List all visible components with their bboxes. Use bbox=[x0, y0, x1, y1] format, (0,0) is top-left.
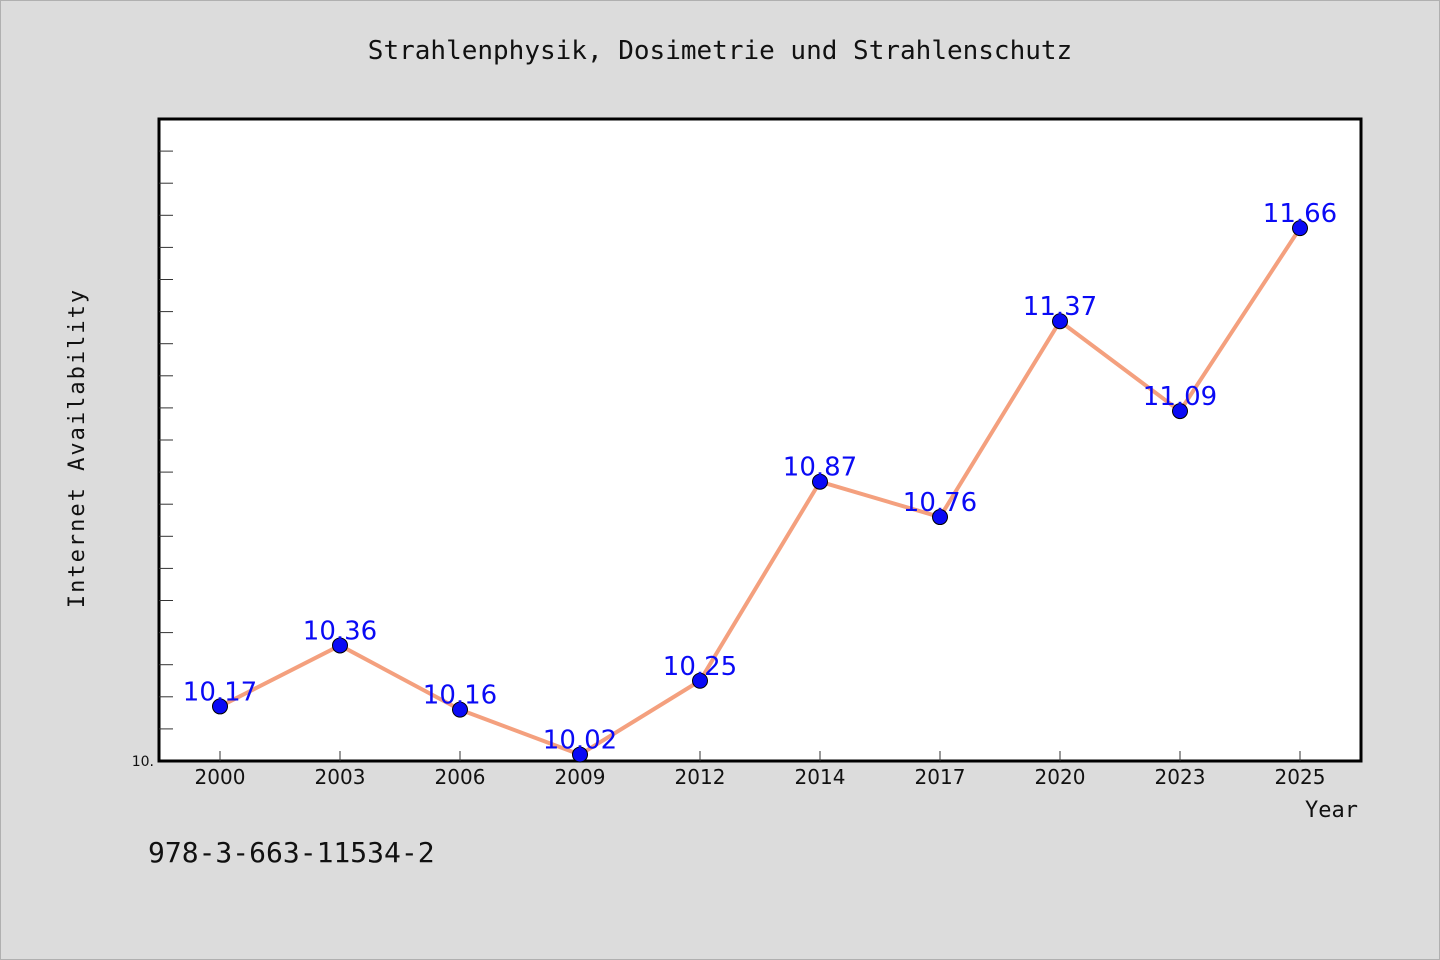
data-label: 11.66 bbox=[1263, 199, 1337, 229]
data-label: 10.17 bbox=[183, 677, 257, 707]
x-axis-ticks: 2000 2003 2006 2009 2012 2014 2017 2020 2023 2025 bbox=[195, 751, 1326, 789]
series-markers bbox=[212, 220, 1308, 763]
data-label: 10.16 bbox=[423, 681, 497, 711]
x-tick-label: 2012 bbox=[675, 765, 726, 789]
x-tick-label: 2025 bbox=[1275, 765, 1326, 789]
data-label: 11.09 bbox=[1143, 382, 1217, 412]
x-tick-label: 2014 bbox=[795, 765, 846, 789]
data-point bbox=[692, 672, 708, 689]
data-labels: 10.17 10.36 10.16 10.02 10.25 10.87 10.76 11.37… bbox=[183, 199, 1337, 755]
chart-title: Strahlenphysik, Dosimetrie und Strahlens… bbox=[367, 36, 1073, 66]
data-label: 10.87 bbox=[783, 453, 857, 483]
x-tick-label: 2000 bbox=[195, 765, 246, 789]
data-point bbox=[812, 473, 828, 490]
data-label: 10.76 bbox=[903, 488, 977, 518]
y-axis-label: Internet Availability bbox=[65, 288, 90, 608]
data-label: 10.25 bbox=[663, 652, 737, 682]
series-line bbox=[219, 227, 1302, 757]
x-tick-label: 2020 bbox=[1035, 765, 1086, 789]
data-point bbox=[1292, 220, 1308, 237]
x-tick-label: 2009 bbox=[555, 765, 606, 789]
isbn-text: 978-3-663-11534-2 bbox=[148, 836, 435, 869]
data-label: 11.37 bbox=[1023, 292, 1097, 322]
data-label: 10.02 bbox=[543, 726, 617, 756]
data-point bbox=[452, 701, 468, 718]
data-point bbox=[212, 698, 228, 715]
x-tick-label: 2006 bbox=[435, 765, 486, 789]
data-label: 10.36 bbox=[303, 616, 377, 646]
plot-area bbox=[157, 117, 1363, 763]
x-tick-label: 2003 bbox=[315, 765, 366, 789]
data-point bbox=[932, 509, 948, 526]
data-point bbox=[1172, 403, 1188, 420]
data-point bbox=[1052, 313, 1068, 330]
y-tick-label: 10. bbox=[132, 754, 154, 770]
x-axis-label: Year bbox=[1305, 798, 1358, 823]
y-axis-ticks bbox=[159, 150, 173, 730]
data-point bbox=[332, 637, 348, 654]
x-tick-label: 2017 bbox=[915, 765, 966, 789]
x-tick-label: 2023 bbox=[1155, 765, 1206, 789]
data-point bbox=[572, 746, 588, 763]
